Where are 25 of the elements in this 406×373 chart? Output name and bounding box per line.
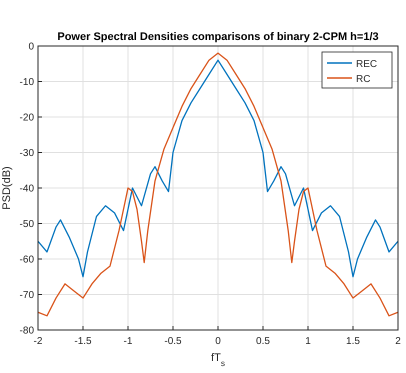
x-tick-label: -0.5 — [164, 336, 182, 347]
x-tick-label: 1 — [305, 336, 312, 347]
legend-label: REC — [356, 59, 378, 70]
y-tick-label: -30 — [20, 148, 34, 159]
y-tick-label: -80 — [20, 326, 34, 336]
y-tick-label: -50 — [20, 219, 34, 230]
x-tick-label: -1.5 — [74, 336, 92, 347]
y-axis-title: PSD(dB) — [1, 166, 13, 210]
x-tick-label: -2 — [34, 336, 43, 347]
legend-label: RC — [356, 74, 370, 85]
x-tick-label: 2 — [395, 336, 402, 347]
y-tick-label: -20 — [20, 112, 34, 124]
y-tick-label: 0 — [28, 42, 34, 52]
x-tick-label: 0 — [215, 336, 222, 347]
line-series — [37, 52, 399, 316]
y-tick-label: -70 — [20, 290, 34, 301]
x-axis-title: fT$_{s}$ — [211, 352, 225, 368]
x-tick-label: 0.5 — [256, 336, 270, 347]
chart-title: Power Spectral Densities comparisons of binary 2-CPM h=1/3 — [57, 31, 379, 43]
y-tick-label: -60 — [20, 254, 34, 266]
x-tick-label: -1 — [124, 336, 133, 347]
y-tick-label: -40 — [20, 184, 34, 194]
line-series — [37, 60, 399, 278]
x-tick-label: 1.5 — [346, 336, 360, 347]
y-tick-label: -10 — [20, 77, 34, 88]
